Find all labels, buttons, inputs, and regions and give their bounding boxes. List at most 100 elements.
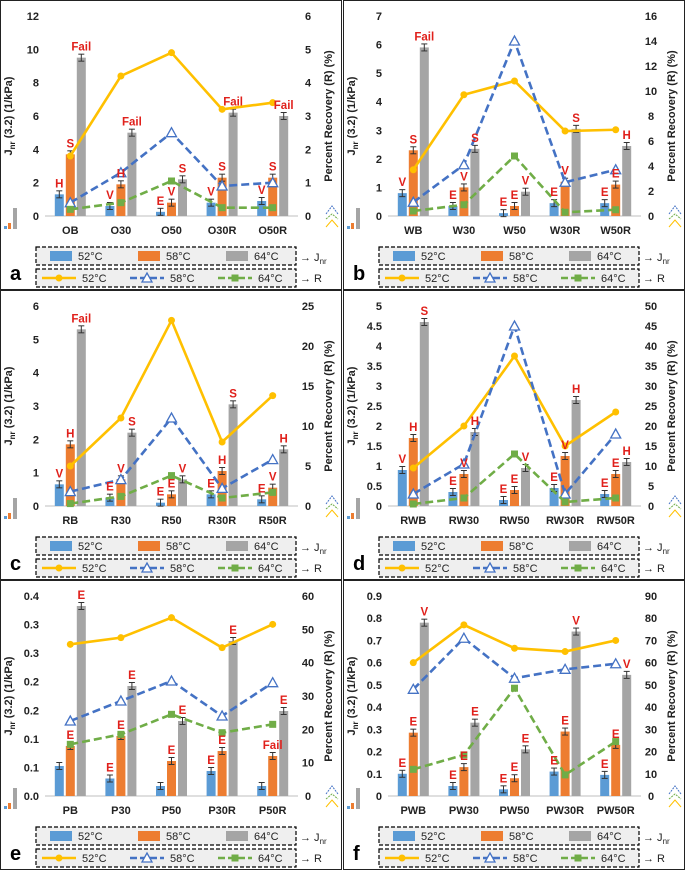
recovery-marker-c-RB-2 [66,500,74,508]
bar-f-PW50R-0 [600,774,610,796]
legend-bar-label: 64°C [597,251,622,263]
mini-key-52 [347,806,350,809]
left-tick-label: 0.1 [367,769,382,781]
legend-jnr-arrow-main: → J [300,252,320,264]
category-label: P30 [111,805,131,817]
left-axis-title: Jnr (3.2) (1/kPa) [346,366,360,445]
bar-f-PW30R-0 [549,771,559,796]
bar-d-RW30R-2 [571,400,581,506]
left-axis-title: Jnr (3.2) (1/kPa) [346,76,360,155]
mini-key-line-52 [325,509,339,518]
recovery-marker-e-PB-0 [66,640,74,648]
grade-label: E [561,716,569,728]
legend-r-box [35,848,297,868]
recovery-marker-a-O50R-2 [269,204,277,212]
left-axis-title-main: J [346,149,358,155]
right-tick-label: 70 [645,635,657,647]
legend-jnr-arrow-sub: nr [320,837,327,846]
recovery-marker-f-PW30-0 [460,621,468,629]
right-tick-label: 0 [305,501,311,513]
legend-line-label: 58°C [170,273,195,285]
legend-bar-label: 52°C [78,831,103,843]
legend-marker-triangle [483,561,497,573]
legend-jnr-arrow-main: → J [300,542,320,554]
legend-r-box [378,268,640,288]
left-tick-label: 0.0 [24,791,39,803]
left-tick-label: 10 [27,44,39,56]
right-tick-label: 5 [648,481,654,493]
grade-label: E [449,770,457,782]
recovery-marker-d-RWB-1 [407,487,420,499]
bar-c-R50-2 [178,479,187,506]
legend-bar-label: 58°C [509,251,534,263]
right-tick-label: 20 [645,747,657,759]
left-tick-label: 1.5 [367,441,382,453]
right-tick-label: 5 [305,461,311,473]
bar-e-PB-0 [54,766,64,796]
bar-b-WB-1 [408,150,418,216]
category-label: R30R [208,515,236,527]
category-label: R30 [111,515,131,527]
bar-c-R30-0 [105,497,115,506]
mini-key-line-64 [325,793,339,800]
grade-label: E [207,478,215,490]
category-label: OB [62,225,79,237]
bar-b-W50R-2 [622,146,632,216]
panel-border [343,290,685,580]
recovery-marker-c-R50R-0 [269,392,277,400]
bar-d-RW50-1 [510,490,519,506]
bar-e-P50-0 [156,786,165,796]
right-axis-title: Percent Recovery (R) (%) [323,340,335,472]
grade-label: H [409,422,417,434]
bar-c-R50R-1 [268,487,278,506]
left-tick-label: 0.3 [24,620,39,632]
recovery-marker-e-P30R-1 [215,709,229,721]
legend-swatch-bar-0 [50,541,72,551]
grade-label: E [500,484,508,496]
right-tick-label: 80 [645,613,657,625]
bar-b-W50R-1 [611,184,621,216]
legend-jnr-arrow: → Jnr [643,832,670,846]
legend-line-label: 58°C [170,853,195,865]
left-tick-label: 0.2 [367,747,382,759]
right-tick-label: 60 [645,658,657,670]
grade-label: E [511,190,519,202]
grade-label: S [218,162,226,174]
recovery-marker-e-P30-1 [114,694,128,706]
left-axis-title-sub: nr [8,431,17,439]
legend-r-arrow: → R [300,563,322,575]
recovery-marker-e-P30-2 [117,730,125,738]
category-label: W30 [453,225,476,237]
right-tick-label: 90 [645,591,657,603]
right-tick-label: 12 [645,61,657,73]
recovery-marker-b-WB-1 [407,195,420,207]
bar-b-W30R-0 [549,203,559,216]
grade-label: E [612,169,620,181]
legend-marker-triangle [483,851,497,863]
right-axis-title: Percent Recovery (R) (%) [323,50,335,182]
right-tick-label: 2 [648,186,654,198]
chart-panel-d: 00.511.522.533.544.550510152025303540455… [343,290,685,580]
panel-border [343,0,685,290]
grade-label: E [601,187,609,199]
left-tick-label: 4 [33,144,40,156]
grade-label: Fail [274,100,294,112]
bar-f-PW30R-1 [560,731,570,796]
left-tick-label: 0.7 [367,635,382,647]
chart-panel-f: 0 0.1 0.2 0.3 0.4 0.5 0.6 0.7 0.8 0.9 0 10 20 30 40 50 6… [343,580,685,870]
grade-label: V [561,440,569,452]
bar-b-W30-2 [470,148,480,216]
category-label: P50 [162,805,182,817]
legend-bar-label: 58°C [509,541,534,553]
legend-bar-label: 52°C [421,831,446,843]
category-label: R50R [259,515,287,527]
legend-line-label: 58°C [513,273,538,285]
legend-marker-square [574,564,582,572]
grade-label: Fail [414,31,434,43]
legend-bar-label: 52°C [421,251,446,263]
right-tick-label: 0 [648,501,654,513]
left-tick-label: 0.4 [367,702,383,714]
grade-label: V [207,187,215,199]
legend-bar-label: 64°C [254,831,279,843]
